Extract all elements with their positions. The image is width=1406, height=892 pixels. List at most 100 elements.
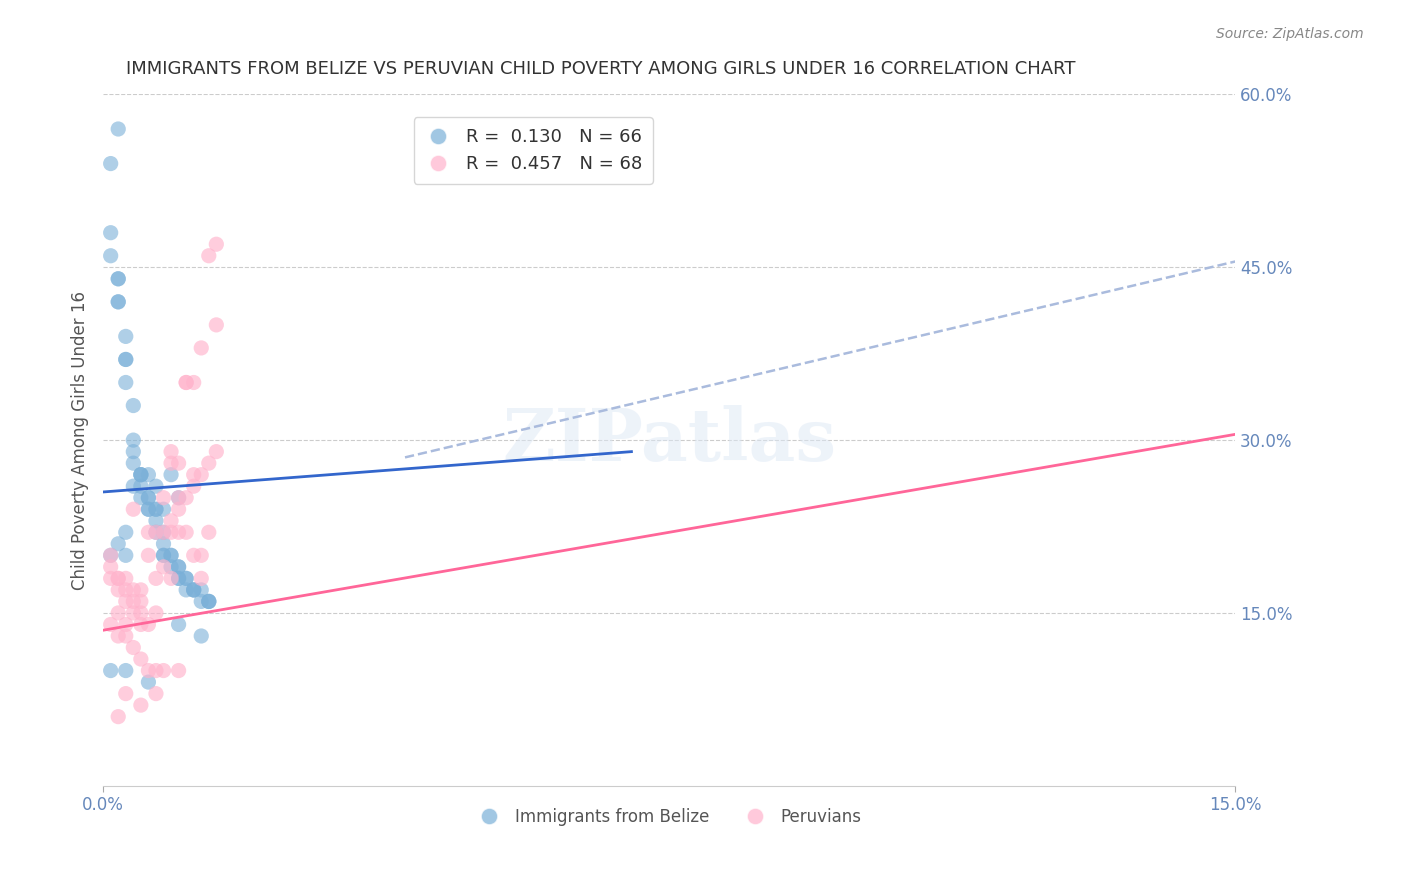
Point — [122, 594, 145, 608]
Point — [100, 571, 122, 585]
Point — [174, 582, 197, 597]
Point — [174, 376, 197, 390]
Point — [100, 617, 122, 632]
Point — [122, 433, 145, 447]
Point — [167, 559, 190, 574]
Point — [167, 664, 190, 678]
Point — [160, 525, 183, 540]
Point — [107, 571, 129, 585]
Point — [114, 549, 136, 563]
Point — [107, 537, 129, 551]
Point — [145, 664, 167, 678]
Point — [174, 571, 197, 585]
Legend: Immigrants from Belize, Peruvians: Immigrants from Belize, Peruvians — [470, 801, 869, 833]
Point — [114, 376, 136, 390]
Point — [138, 467, 160, 482]
Point — [114, 629, 136, 643]
Point — [122, 640, 145, 655]
Point — [114, 687, 136, 701]
Point — [167, 571, 190, 585]
Text: ZIPatlas: ZIPatlas — [502, 405, 837, 475]
Point — [114, 525, 136, 540]
Point — [129, 698, 152, 713]
Point — [129, 479, 152, 493]
Point — [138, 491, 160, 505]
Point — [114, 617, 136, 632]
Point — [190, 582, 212, 597]
Point — [122, 502, 145, 516]
Point — [107, 122, 129, 136]
Point — [138, 491, 160, 505]
Point — [145, 525, 167, 540]
Point — [152, 549, 174, 563]
Point — [205, 444, 228, 458]
Point — [145, 571, 167, 585]
Text: Source: ZipAtlas.com: Source: ZipAtlas.com — [1216, 27, 1364, 41]
Point — [122, 606, 145, 620]
Point — [152, 549, 174, 563]
Point — [167, 525, 190, 540]
Point — [138, 675, 160, 690]
Point — [100, 664, 122, 678]
Point — [122, 444, 145, 458]
Point — [160, 549, 183, 563]
Point — [197, 594, 219, 608]
Point — [152, 502, 174, 516]
Point — [129, 652, 152, 666]
Point — [122, 479, 145, 493]
Point — [145, 502, 167, 516]
Point — [122, 582, 145, 597]
Point — [174, 525, 197, 540]
Point — [152, 525, 174, 540]
Point — [160, 444, 183, 458]
Point — [160, 571, 183, 585]
Point — [160, 456, 183, 470]
Point — [145, 606, 167, 620]
Point — [129, 467, 152, 482]
Point — [100, 549, 122, 563]
Point — [114, 329, 136, 343]
Point — [183, 467, 205, 482]
Point — [183, 479, 205, 493]
Point — [145, 479, 167, 493]
Point — [107, 582, 129, 597]
Point — [145, 502, 167, 516]
Point — [183, 582, 205, 597]
Point — [114, 571, 136, 585]
Point — [167, 559, 190, 574]
Point — [107, 629, 129, 643]
Y-axis label: Child Poverty Among Girls Under 16: Child Poverty Among Girls Under 16 — [72, 291, 89, 590]
Point — [152, 559, 174, 574]
Point — [152, 491, 174, 505]
Point — [107, 272, 129, 286]
Point — [190, 549, 212, 563]
Point — [129, 467, 152, 482]
Point — [107, 709, 129, 723]
Point — [167, 456, 190, 470]
Point — [129, 594, 152, 608]
Point — [107, 294, 129, 309]
Point — [167, 617, 190, 632]
Point — [183, 582, 205, 597]
Point — [129, 467, 152, 482]
Point — [138, 549, 160, 563]
Point — [100, 549, 122, 563]
Point — [190, 467, 212, 482]
Point — [190, 629, 212, 643]
Point — [145, 514, 167, 528]
Point — [197, 249, 219, 263]
Point — [107, 571, 129, 585]
Point — [114, 582, 136, 597]
Point — [183, 549, 205, 563]
Text: IMMIGRANTS FROM BELIZE VS PERUVIAN CHILD POVERTY AMONG GIRLS UNDER 16 CORRELATIO: IMMIGRANTS FROM BELIZE VS PERUVIAN CHILD… — [125, 60, 1076, 78]
Point — [190, 341, 212, 355]
Point — [129, 582, 152, 597]
Point — [152, 537, 174, 551]
Point — [129, 617, 152, 632]
Point — [190, 571, 212, 585]
Point — [107, 272, 129, 286]
Point — [138, 525, 160, 540]
Point — [129, 606, 152, 620]
Point — [122, 399, 145, 413]
Point — [138, 502, 160, 516]
